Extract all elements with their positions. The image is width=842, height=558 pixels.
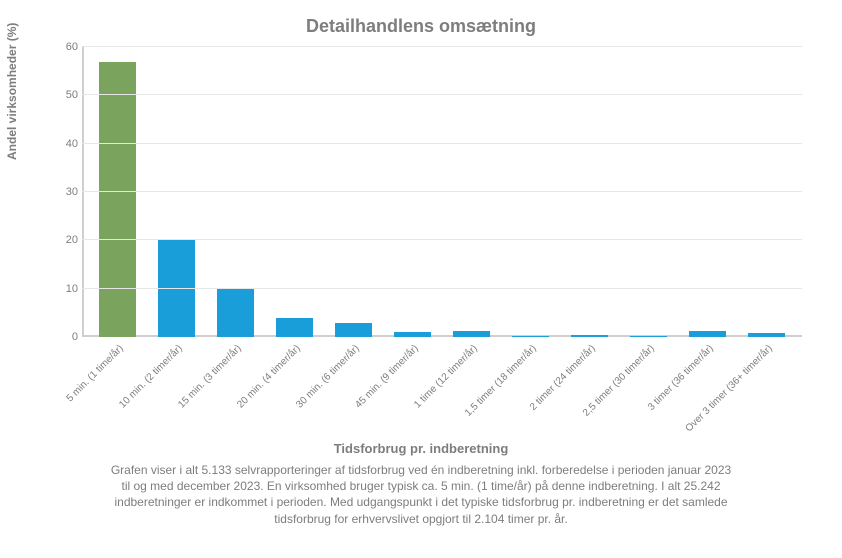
bar-slot (619, 47, 678, 337)
bar-slot (383, 47, 442, 337)
bar (335, 323, 372, 338)
bar-slot (324, 47, 383, 337)
bars-group (82, 47, 802, 337)
bar-slot (442, 47, 501, 337)
gridline (82, 191, 802, 192)
y-tick: 30 (42, 186, 78, 198)
chart-caption: Grafen viser i alt 5.133 selvrapporterin… (30, 462, 812, 527)
bar-slot (560, 47, 619, 337)
x-axis-ticks: 5 min. (1 time/år)10 min. (2 timer/år)15… (82, 337, 802, 437)
y-tick: 20 (42, 234, 78, 246)
x-tick-label: 5 min. (1 time/år) (64, 343, 125, 404)
bar (276, 318, 313, 337)
gridline (82, 239, 802, 240)
bar-slot (265, 47, 324, 337)
bar (158, 240, 195, 337)
chart-title: Detailhandlens omsætning (30, 16, 812, 37)
y-axis-ticks: 0102030405060 (42, 47, 82, 337)
bar-slot (737, 47, 796, 337)
bar-slot (678, 47, 737, 337)
x-tick-slot: Over 3 timer (36+ timer/år) (737, 337, 796, 437)
y-tick: 40 (42, 138, 78, 150)
x-axis-label: Tidsforbrug pr. indberetning (30, 441, 812, 456)
y-tick: 60 (42, 41, 78, 53)
gridline (82, 46, 802, 47)
chart-container: Andel virksomheder (%) Detailhandlens om… (0, 0, 842, 558)
y-tick: 0 (42, 331, 78, 343)
bar-slot (206, 47, 265, 337)
y-tick: 50 (42, 89, 78, 101)
bar-slot (501, 47, 560, 337)
bar (99, 62, 136, 338)
gridline (82, 143, 802, 144)
bar-slot (147, 47, 206, 337)
plot-area: 0102030405060 (82, 47, 802, 337)
y-axis-label: Andel virksomheder (%) (5, 23, 19, 160)
gridline (82, 94, 802, 95)
gridline (82, 288, 802, 289)
bar (217, 289, 254, 337)
bar-slot (88, 47, 147, 337)
y-tick: 10 (42, 283, 78, 295)
